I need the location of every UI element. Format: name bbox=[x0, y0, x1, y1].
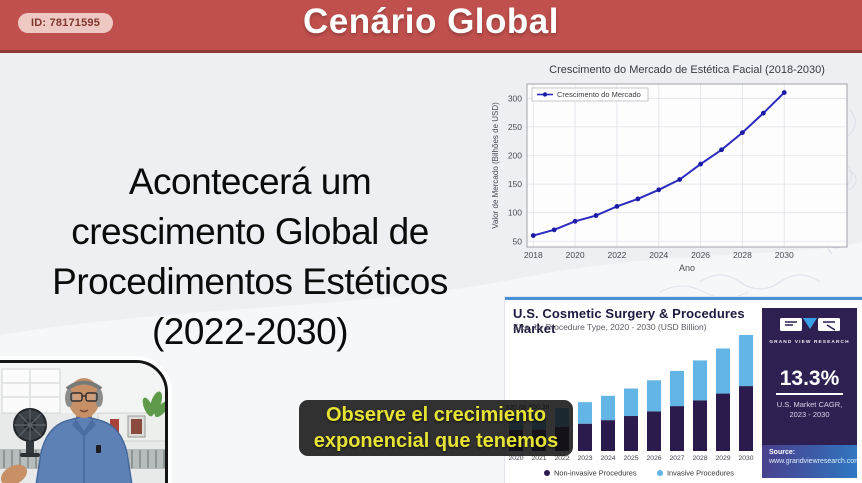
svg-text:2024: 2024 bbox=[600, 455, 615, 462]
brand-name: GRAND VIEW RESEARCH bbox=[769, 340, 850, 345]
caption-overlay: Observe el crecimiento exponencial que t… bbox=[299, 400, 573, 456]
svg-text:50: 50 bbox=[513, 236, 523, 246]
svg-text:Non-invasive Procedures: Non-invasive Procedures bbox=[554, 469, 637, 478]
svg-text:2030: 2030 bbox=[775, 250, 794, 260]
presenter-webcam bbox=[0, 360, 168, 483]
svg-text:2029: 2029 bbox=[715, 455, 730, 462]
presenter-illustration bbox=[0, 363, 165, 483]
svg-text:2028: 2028 bbox=[692, 455, 707, 462]
svg-text:2023: 2023 bbox=[577, 455, 592, 462]
source-url: www.grandviewresearch.com bbox=[769, 458, 857, 465]
main-statement: Acontecerá um crescimento Global de Proc… bbox=[52, 161, 448, 352]
cagr-period: 2023 - 2030 bbox=[789, 410, 830, 419]
svg-text:2030: 2030 bbox=[738, 455, 753, 462]
svg-text:Invasive Procedures: Invasive Procedures bbox=[667, 469, 734, 478]
caption-line-2: exponencial que tenemos bbox=[313, 430, 559, 452]
svg-text:Valor de Mercado (Bilhões de U: Valor de Mercado (Bilhões de USD) bbox=[491, 102, 500, 229]
svg-text:2018: 2018 bbox=[524, 250, 543, 260]
svg-text:Ano: Ano bbox=[679, 263, 695, 273]
svg-text:Crescimento do Mercado: Crescimento do Mercado bbox=[557, 90, 641, 99]
grand-view-research-logo bbox=[779, 318, 840, 331]
svg-text:2027: 2027 bbox=[669, 455, 684, 462]
svg-text:2028: 2028 bbox=[733, 250, 752, 260]
svg-text:100: 100 bbox=[508, 208, 522, 218]
header-bar: ID: 78171595 Cenário Global bbox=[0, 0, 862, 53]
line-chart-market-growth: 50 100 150 200 250 300 2018 2020 2022 2024 2026 202… bbox=[487, 60, 862, 292]
id-badge: ID: 78171595 bbox=[18, 13, 114, 33]
cagr-caption: U.S. Market CAGR, bbox=[776, 400, 843, 409]
svg-text:2020: 2020 bbox=[508, 455, 523, 462]
page-title: Cenário Global bbox=[303, 2, 559, 41]
svg-text:150: 150 bbox=[508, 179, 522, 189]
svg-text:300: 300 bbox=[508, 93, 522, 103]
svg-text:200: 200 bbox=[508, 150, 522, 160]
caption-line-1: Observe el crecimiento bbox=[325, 404, 547, 426]
svg-text:2024: 2024 bbox=[649, 250, 668, 260]
source-label: Source: bbox=[769, 449, 796, 456]
gvr-panel: GRAND VIEW RESEARCH 13.3% U.S. Market CA… bbox=[762, 308, 857, 478]
source-band: Source: www.grandviewresearch.com bbox=[762, 445, 857, 478]
svg-text:2022: 2022 bbox=[607, 250, 626, 260]
cagr-stat: 13.3% bbox=[775, 367, 844, 395]
svg-text:2026: 2026 bbox=[646, 455, 661, 462]
svg-text:Crescimento do Mercado de Esté: Crescimento do Mercado de Estética Facia… bbox=[549, 64, 825, 76]
svg-text:2022: 2022 bbox=[554, 455, 569, 462]
svg-text:2021: 2021 bbox=[531, 455, 546, 462]
svg-text:2020: 2020 bbox=[566, 250, 585, 260]
svg-text:2026: 2026 bbox=[691, 250, 710, 260]
svg-text:2025: 2025 bbox=[623, 455, 638, 462]
svg-text:250: 250 bbox=[508, 122, 522, 132]
